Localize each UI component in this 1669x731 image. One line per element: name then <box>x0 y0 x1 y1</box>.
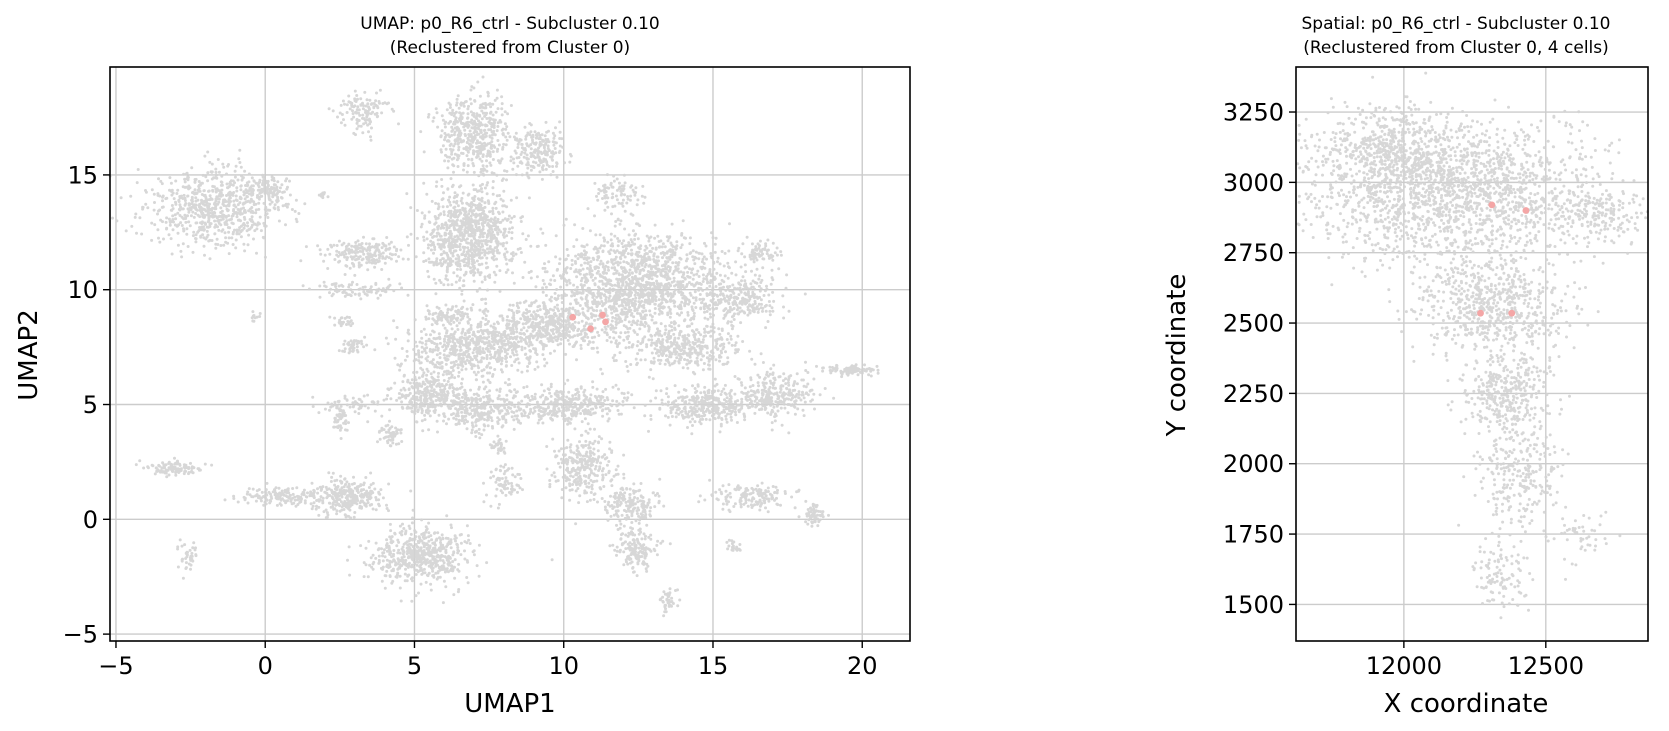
y-tick-label: 10 <box>67 276 98 304</box>
x-tick-label: −5 <box>98 652 133 680</box>
highlight-point <box>569 314 576 321</box>
umap-subtitle: (Reclustered from Cluster 0) <box>390 38 630 58</box>
x-tick-label: 12500 <box>1508 652 1584 680</box>
y-tick-label: 0 <box>83 506 98 534</box>
y-tick-label: 15 <box>67 161 98 189</box>
y-tick-label: 2500 <box>1223 310 1284 338</box>
umap-background-points <box>110 77 878 616</box>
highlight-point <box>599 312 606 319</box>
highlight-point <box>587 325 594 332</box>
umap-axes-frame <box>110 67 910 641</box>
spatial-background-points <box>1298 73 1648 618</box>
umap-y-ticks: −5 0 5 10 15 <box>63 161 110 648</box>
highlight-point <box>1523 207 1530 214</box>
y-tick-label: 1500 <box>1223 591 1284 619</box>
x-tick-label: 5 <box>407 652 422 680</box>
y-tick-label: 3250 <box>1223 99 1284 127</box>
umap-y-axis-label: UMAP2 <box>14 309 44 400</box>
spatial-y-axis-label: Y coordinate <box>1162 274 1192 438</box>
y-tick-label: −5 <box>63 621 98 649</box>
y-tick-label: 2750 <box>1223 239 1284 267</box>
x-tick-label: 0 <box>258 652 273 680</box>
x-tick-label: 20 <box>847 652 878 680</box>
y-tick-label: 5 <box>83 391 98 419</box>
umap-x-axis-label: UMAP1 <box>464 689 555 719</box>
spatial-subtitle: (Reclustered from Cluster 0, 4 cells) <box>1303 38 1609 58</box>
umap-panel: UMAP: p0_R6_ctrl - Subcluster 0.10 (Recl… <box>14 14 910 719</box>
umap-x-ticks: −5 0 5 10 15 20 <box>98 641 877 680</box>
spatial-x-axis-label: X coordinate <box>1384 689 1549 719</box>
x-tick-label: 10 <box>548 652 579 680</box>
background-cell-points <box>110 77 878 616</box>
x-tick-label: 12000 <box>1366 652 1442 680</box>
y-tick-label: 3000 <box>1223 169 1284 197</box>
y-tick-label: 2250 <box>1223 380 1284 408</box>
background-cell-points <box>1298 73 1648 618</box>
spatial-x-ticks: 12000 12500 <box>1366 641 1584 680</box>
spatial-title: Spatial: p0_R6_ctrl - Subcluster 0.10 <box>1302 14 1611 34</box>
highlight-point <box>1477 310 1484 317</box>
spatial-panel: Spatial: p0_R6_ctrl - Subcluster 0.10 (R… <box>1162 14 1648 719</box>
x-tick-label: 15 <box>698 652 729 680</box>
umap-title: UMAP: p0_R6_ctrl - Subcluster 0.10 <box>360 14 659 34</box>
spatial-y-ticks: 1500 1750 2000 2250 2500 2750 3000 3250 <box>1223 99 1296 619</box>
highlight-point <box>602 318 609 325</box>
umap-grid <box>110 67 910 641</box>
highlight-point <box>1508 310 1515 317</box>
y-tick-label: 2000 <box>1223 450 1284 478</box>
highlight-point <box>1488 201 1495 208</box>
y-tick-label: 1750 <box>1223 521 1284 549</box>
